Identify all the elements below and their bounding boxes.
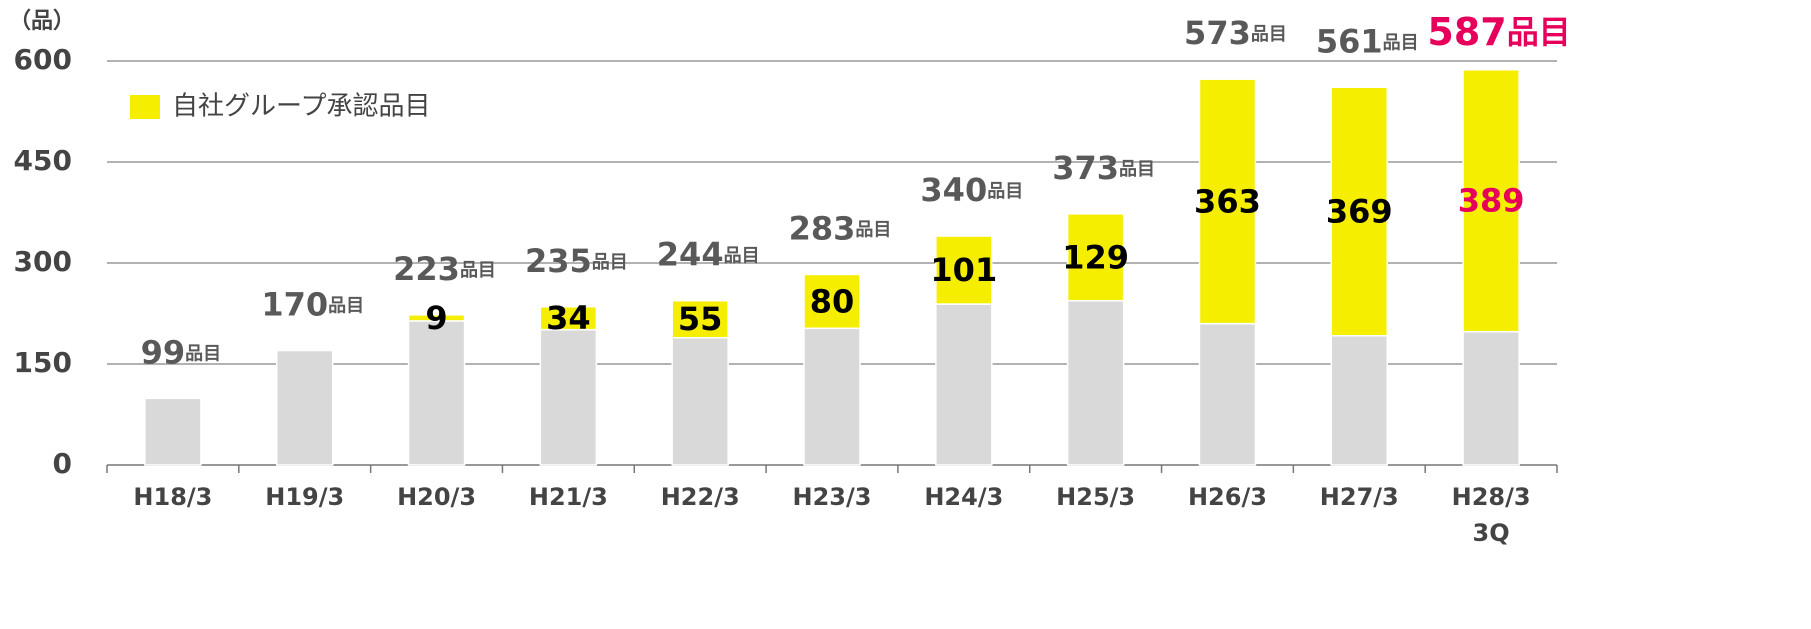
segment-label: 80 <box>810 282 855 320</box>
bar-segment <box>803 327 861 466</box>
segment-label: 363 <box>1194 182 1261 220</box>
bar-segment <box>1198 78 1257 325</box>
segment-label: 389 <box>1458 182 1525 220</box>
y-tick-label: 300 <box>14 245 72 278</box>
bar-segment <box>407 314 466 322</box>
segment-label: 369 <box>1326 192 1393 230</box>
total-unit: 品目 <box>328 296 364 317</box>
bar-segment <box>1198 322 1257 466</box>
bar-segment <box>935 235 993 305</box>
total-unit: 品目 <box>1383 32 1419 53</box>
x-tick-label: H22/3 <box>661 483 740 511</box>
bar-segment <box>539 306 598 331</box>
total-label: 170品目 <box>261 286 364 324</box>
y-unit: （品） <box>9 9 75 34</box>
bar-segment <box>275 349 334 466</box>
x-tick-label: H19/3 <box>265 483 344 511</box>
x-tick-label: H27/3 <box>1320 483 1399 511</box>
total-unit: 品目 <box>1507 13 1571 51</box>
total-value: 573 <box>1184 14 1251 52</box>
total-label: 340品目 <box>920 171 1023 209</box>
segment-label: 9 <box>425 299 447 337</box>
bar-segment <box>935 303 993 466</box>
total-value: 244 <box>657 236 724 274</box>
total-value: 283 <box>789 209 856 247</box>
bar-segment <box>1066 299 1125 466</box>
total-label: 373品目 <box>1052 149 1155 187</box>
total-unit: 品目 <box>1251 24 1287 45</box>
total-label: 244品目 <box>657 236 760 274</box>
total-value: 235 <box>525 242 592 280</box>
total-unit: 品目 <box>185 343 221 364</box>
x-tick-label: H25/3 <box>1056 483 1135 511</box>
bar-segment <box>1462 330 1520 466</box>
bar-segment <box>407 320 466 466</box>
total-label: 99品目 <box>141 333 222 371</box>
total-value: 99 <box>141 333 186 371</box>
bar-segment <box>1330 334 1389 466</box>
total-value: 170 <box>261 286 328 324</box>
total-label: 235品目 <box>525 242 628 280</box>
segment-label: 55 <box>678 300 723 338</box>
total-value: 373 <box>1052 149 1119 187</box>
total-label: 573品目 <box>1184 14 1287 52</box>
bar-segment <box>803 273 861 330</box>
total-unit: 品目 <box>724 246 760 267</box>
y-tick-label: 450 <box>14 144 72 177</box>
x-tick-label: H18/3 <box>133 483 212 511</box>
segment-label: 129 <box>1062 238 1129 276</box>
total-unit: 品目 <box>855 219 891 240</box>
y-tick-label: 0 <box>53 447 72 480</box>
total-value: 587 <box>1427 9 1506 53</box>
x-tick-label: H24/3 <box>924 483 1003 511</box>
y-tick-label: 150 <box>14 346 72 379</box>
y-tick-label: 600 <box>14 43 72 76</box>
segment-label: 101 <box>930 251 997 289</box>
segment-label: 34 <box>546 299 591 337</box>
bar-segment <box>1066 213 1125 302</box>
bar-segment <box>1462 69 1520 333</box>
x-tick-label: H26/3 <box>1188 483 1267 511</box>
total-label: 587品目 <box>1427 9 1570 53</box>
total-unit: 品目 <box>592 252 628 273</box>
bar-segment <box>539 328 598 466</box>
total-unit: 品目 <box>1119 159 1155 180</box>
x-tick-label: H23/3 <box>793 483 872 511</box>
bar-segment <box>144 397 202 466</box>
legend-swatch <box>130 95 160 119</box>
total-value: 223 <box>393 250 460 288</box>
total-unit: 品目 <box>460 260 496 281</box>
total-value: 561 <box>1316 22 1383 60</box>
bar-segment <box>671 336 729 466</box>
x-tick-label: H28/3 3Q <box>1452 483 1531 547</box>
total-value: 340 <box>920 171 987 209</box>
bar-segment <box>1330 86 1389 337</box>
total-label: 223品目 <box>393 250 496 288</box>
total-unit: 品目 <box>987 181 1023 202</box>
total-label: 561品目 <box>1316 22 1419 60</box>
x-tick-label: H21/3 <box>529 483 608 511</box>
legend-label: 自社グループ承認品目 <box>172 92 430 122</box>
x-tick-label: H20/3 <box>397 483 476 511</box>
bar-segment <box>671 299 729 339</box>
total-label: 283品目 <box>789 209 892 247</box>
